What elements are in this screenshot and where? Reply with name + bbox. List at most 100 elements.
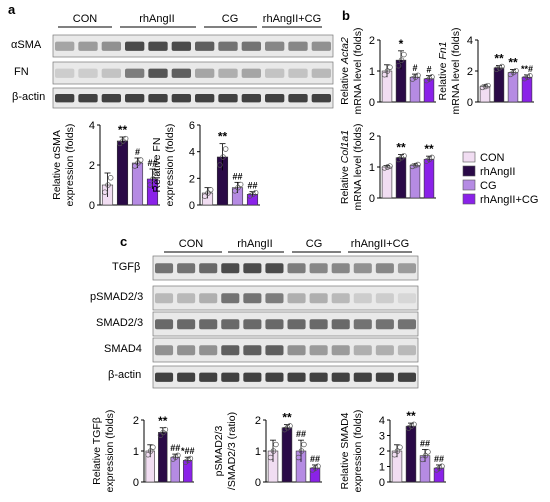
y-tick-label: 1 — [369, 162, 375, 174]
y-tick-label: 0 — [369, 97, 375, 109]
blot-band — [199, 293, 218, 304]
data-point — [485, 82, 491, 89]
data-point — [217, 162, 223, 168]
y-axis-label: mRNA level (folds) — [352, 124, 364, 211]
data-point — [150, 176, 156, 182]
blot-band — [353, 372, 372, 382]
data-point — [247, 193, 253, 199]
blot-band — [177, 263, 196, 274]
y-tick-label: 4 — [189, 147, 195, 159]
blot-strip — [152, 255, 419, 281]
bar-rhangii — [158, 432, 168, 483]
blot-band — [311, 41, 331, 51]
y-tick-label: 2 — [379, 446, 385, 458]
blot-strip — [152, 337, 419, 363]
blot-band — [353, 293, 372, 304]
blot-band — [125, 94, 145, 103]
blot-band — [199, 345, 218, 356]
data-point — [384, 164, 391, 170]
significance-mark: # — [135, 147, 140, 157]
data-point — [281, 426, 288, 433]
bar-cg — [131, 162, 144, 206]
blot-band — [265, 41, 285, 51]
blot-band — [287, 263, 306, 274]
y-axis-label: expression (folds) — [352, 410, 364, 493]
chart-c_psmad: 0 1 2 pSMAD2/3/SMAD2/3 (ratio) ** ## ## — [213, 411, 322, 490]
blot-band — [397, 319, 416, 330]
blot-band — [397, 372, 416, 382]
legend-rhangii: rhAngII — [480, 166, 515, 178]
bar-rhangii-cg — [423, 78, 435, 103]
blot-band — [78, 94, 98, 103]
y-tick-label: 2 — [369, 131, 375, 143]
blot-band — [265, 94, 285, 103]
data-point — [422, 452, 429, 459]
blot-band — [309, 263, 328, 274]
data-point — [479, 84, 486, 91]
y-axis-label: Relative FN — [151, 138, 163, 193]
y-axis-label: mRNA level (folds) — [352, 28, 364, 115]
blot-band — [309, 293, 328, 304]
blot-band — [243, 293, 262, 304]
blot-strip — [152, 311, 419, 337]
blot-band — [101, 68, 121, 78]
blot-band — [243, 372, 262, 382]
significance-mark: ** — [406, 409, 416, 423]
y-tick-label: 0 — [379, 477, 385, 489]
y-tick-label: 2 — [89, 160, 95, 172]
chart-c_tgfb: 0 1 2 Relative TGFβ expression (folds) ** ## *#… — [91, 410, 195, 493]
blot-band — [287, 345, 306, 356]
significance-mark: ** — [494, 52, 504, 66]
blot-band — [78, 68, 98, 78]
y-axis-label: expression (folds) — [64, 124, 76, 207]
blot-band — [331, 319, 350, 330]
bar-rhangii — [405, 425, 417, 483]
blot-band — [265, 319, 284, 330]
data-point — [411, 421, 417, 428]
blot-band — [199, 263, 218, 274]
data-point — [270, 448, 277, 454]
data-point — [527, 73, 533, 79]
data-point — [107, 175, 114, 181]
blot-band — [331, 345, 350, 356]
significance-mark: ## — [247, 181, 257, 191]
blot-band — [195, 94, 215, 103]
data-point — [401, 51, 407, 58]
blot-band — [311, 68, 331, 78]
blot-band — [55, 68, 75, 78]
blot-band — [309, 372, 328, 382]
data-point — [395, 156, 402, 163]
blot-band — [265, 345, 284, 356]
data-point — [147, 182, 153, 188]
y-tick-label: 0 — [133, 477, 139, 489]
data-point — [493, 66, 500, 73]
blot-c-headers: CON rhAngII CG rhAngII+CG — [164, 238, 412, 253]
blot-band — [241, 68, 261, 78]
blot-band — [265, 68, 285, 78]
group-header-cg: CG — [222, 13, 239, 25]
y-tick-label: 0 — [255, 477, 261, 489]
data-point — [387, 163, 393, 169]
data-point — [287, 423, 293, 429]
group-header-c-rhangii: rhAngII — [237, 238, 272, 250]
blot-band — [55, 94, 75, 103]
blot-band — [171, 94, 191, 103]
bar-rhangii — [395, 157, 407, 199]
blot-label-tgfb: TGFβ — [112, 261, 140, 273]
significance-mark: *## — [181, 446, 195, 456]
y-axis-label: pSMAD2/3 — [213, 425, 225, 476]
blot-band — [288, 68, 308, 78]
blot-band — [353, 319, 372, 330]
data-point — [252, 189, 259, 196]
blot-band — [287, 319, 306, 330]
data-point — [267, 454, 274, 461]
y-tick-label: 1 — [369, 66, 375, 78]
blot-band — [243, 263, 262, 274]
data-point — [423, 158, 430, 164]
blot-band — [287, 293, 306, 304]
y-axis-label: Relative αSMA — [51, 130, 63, 200]
data-point — [222, 146, 229, 152]
blot-label-asma: αSMA — [11, 39, 42, 51]
